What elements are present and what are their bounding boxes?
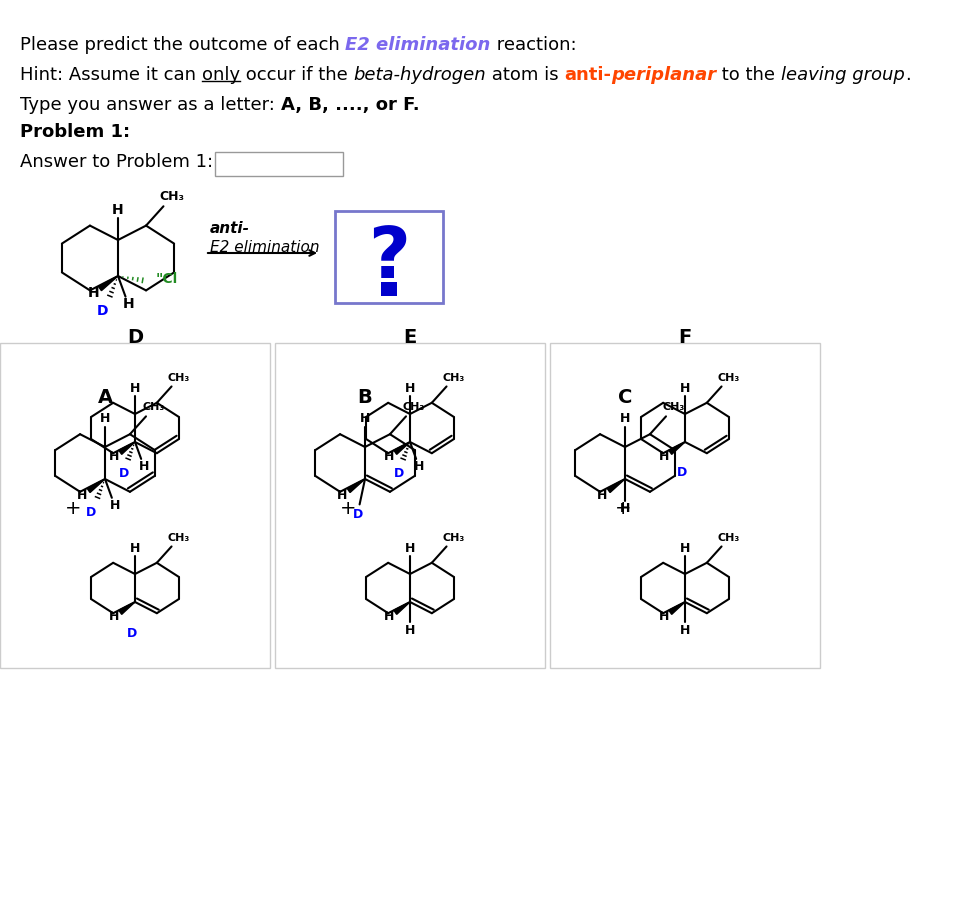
Text: H: H <box>130 383 140 396</box>
Text: A: A <box>97 388 112 407</box>
Text: beta-hydrogen: beta-hydrogen <box>353 66 485 84</box>
Polygon shape <box>394 602 410 614</box>
Text: CH₃: CH₃ <box>168 374 190 384</box>
Text: H: H <box>109 610 119 623</box>
Polygon shape <box>394 442 410 454</box>
Text: H: H <box>138 460 149 473</box>
Text: H: H <box>414 460 424 473</box>
Text: periplanar: periplanar <box>611 66 716 84</box>
Text: D: D <box>86 506 96 520</box>
Text: H: H <box>122 297 134 311</box>
Text: H: H <box>77 488 87 501</box>
Text: CH₃: CH₃ <box>402 402 425 412</box>
Text: E2 elimination: E2 elimination <box>345 36 491 54</box>
Polygon shape <box>119 442 135 454</box>
Text: H: H <box>109 451 119 464</box>
Text: H: H <box>112 203 124 217</box>
Text: +: + <box>615 498 631 518</box>
Text: CH₃: CH₃ <box>662 402 684 412</box>
Text: E2 elimination: E2 elimination <box>210 240 319 255</box>
Text: anti-: anti- <box>564 66 611 84</box>
Text: H: H <box>597 488 607 501</box>
Text: H: H <box>88 286 99 300</box>
Text: H: H <box>404 543 415 555</box>
Text: H: H <box>383 610 394 623</box>
Text: Answer to Problem 1:: Answer to Problem 1: <box>20 153 213 171</box>
Text: D: D <box>352 508 362 521</box>
Bar <box>380 282 396 296</box>
Text: Hint: Assume it can: Hint: Assume it can <box>20 66 201 84</box>
Text: ?: ? <box>368 223 410 293</box>
Text: H: H <box>619 412 630 426</box>
Text: CH₃: CH₃ <box>717 533 740 543</box>
Text: D: D <box>127 328 143 347</box>
Polygon shape <box>98 276 118 291</box>
Text: F: F <box>678 328 691 347</box>
Text: "Cl: "Cl <box>155 273 177 286</box>
Text: H: H <box>336 488 347 501</box>
Text: occur if the: occur if the <box>239 66 353 84</box>
Polygon shape <box>87 479 105 493</box>
Text: H: H <box>404 623 415 636</box>
Text: D: D <box>119 467 130 480</box>
Text: atom is: atom is <box>485 66 564 84</box>
Text: H: H <box>619 502 630 516</box>
Text: H: H <box>359 412 370 426</box>
Text: D: D <box>394 467 404 480</box>
Text: H: H <box>679 623 689 636</box>
Text: .: . <box>904 66 910 84</box>
Polygon shape <box>668 602 684 614</box>
Text: B: B <box>357 388 372 407</box>
Text: +: + <box>340 498 356 518</box>
Text: H: H <box>383 451 394 464</box>
Text: +: + <box>65 498 82 518</box>
Text: H: H <box>100 412 111 426</box>
Text: H: H <box>658 451 668 464</box>
Bar <box>550 343 820 668</box>
Bar <box>335 211 442 303</box>
Text: D: D <box>127 627 136 640</box>
Text: only: only <box>201 66 239 84</box>
Text: Type you answer as a letter:: Type you answer as a letter: <box>20 96 280 114</box>
Bar <box>274 343 544 668</box>
Polygon shape <box>606 479 624 493</box>
Text: A, B, ...., or F.: A, B, ...., or F. <box>280 96 418 114</box>
Polygon shape <box>668 442 684 454</box>
Text: Please predict the outcome of each: Please predict the outcome of each <box>20 36 345 54</box>
Text: H: H <box>679 383 689 396</box>
Text: CH₃: CH₃ <box>168 533 190 543</box>
Text: C: C <box>618 388 632 407</box>
Text: H: H <box>130 543 140 555</box>
Text: CH₃: CH₃ <box>143 402 165 412</box>
Text: D: D <box>676 466 686 479</box>
Text: leaving group: leaving group <box>781 66 904 84</box>
Text: CH₃: CH₃ <box>159 190 185 203</box>
Text: CH₃: CH₃ <box>442 374 464 384</box>
Text: CH₃: CH₃ <box>442 533 464 543</box>
Text: H: H <box>658 610 668 623</box>
Text: reaction:: reaction: <box>491 36 576 54</box>
Polygon shape <box>119 602 135 614</box>
Bar <box>214 152 343 176</box>
Bar <box>0 343 270 668</box>
Text: anti-: anti- <box>210 221 250 236</box>
Text: Problem 1:: Problem 1: <box>20 123 130 141</box>
Text: H: H <box>404 383 415 396</box>
Polygon shape <box>347 479 365 493</box>
Text: H: H <box>679 543 689 555</box>
Text: D: D <box>96 304 108 318</box>
Text: to the: to the <box>716 66 781 84</box>
Text: H: H <box>110 498 120 512</box>
Text: E: E <box>403 328 416 347</box>
Text: CH₃: CH₃ <box>717 374 740 384</box>
